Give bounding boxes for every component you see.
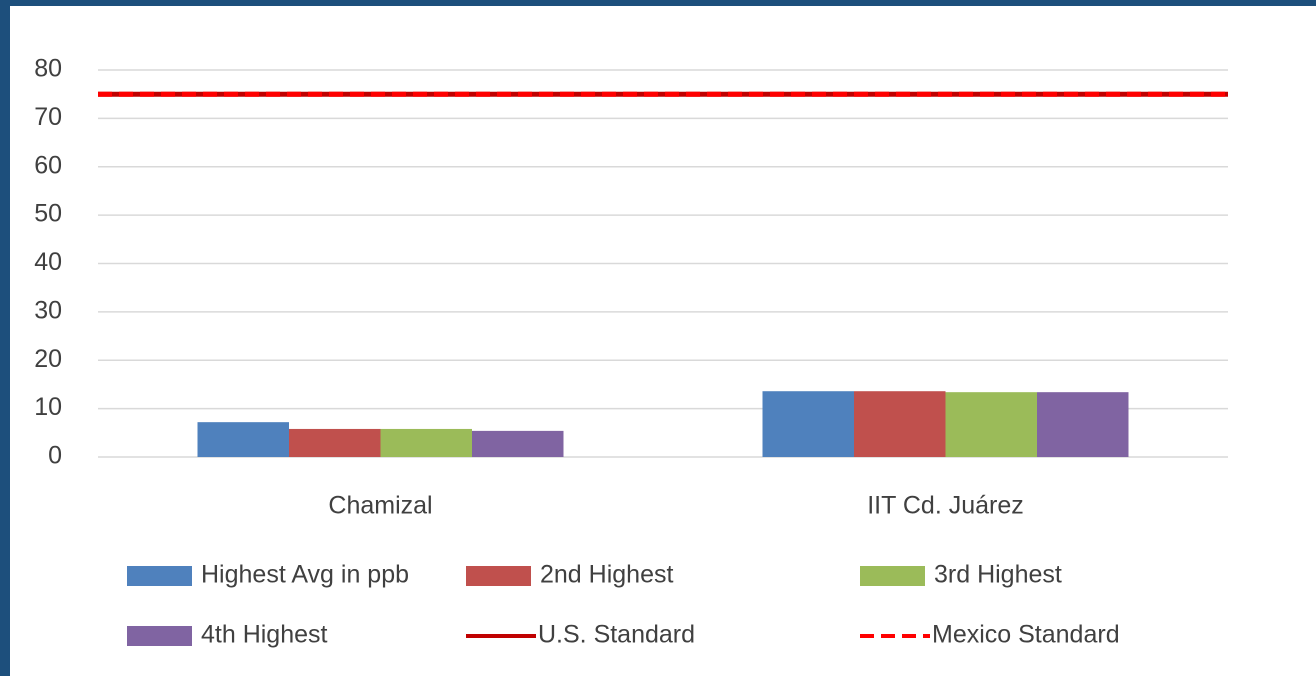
y-tick-label: 30	[34, 296, 62, 324]
y-tick-label: 40	[34, 248, 62, 276]
legend-swatch	[127, 626, 192, 646]
x-tick-label: Chamizal	[328, 492, 432, 520]
x-tick-label: IIT Cd. Juárez	[867, 492, 1024, 520]
bar	[762, 391, 854, 457]
bar	[854, 391, 946, 457]
legend-label: Highest Avg in ppb	[201, 561, 409, 589]
legend-swatch	[127, 566, 192, 586]
y-tick-label: 80	[34, 55, 62, 83]
y-tick-label: 10	[34, 393, 62, 421]
bar	[197, 422, 289, 457]
y-tick-label: 70	[34, 103, 62, 131]
legend-label: 2nd Highest	[540, 561, 673, 589]
bar	[472, 430, 564, 457]
y-tick-label: 0	[48, 442, 62, 470]
legend-label: U.S. Standard	[538, 621, 695, 649]
legend-swatch	[466, 566, 531, 586]
y-tick-label: 20	[34, 345, 62, 373]
bar	[380, 428, 472, 457]
y-tick-label: 50	[34, 200, 62, 228]
bar	[289, 428, 381, 457]
bar	[945, 392, 1037, 457]
bar	[1037, 392, 1129, 457]
legend-label: Mexico Standard	[932, 621, 1120, 649]
legend-label: 4th Highest	[201, 621, 328, 649]
y-tick-label: 60	[34, 151, 62, 179]
legend-swatch	[860, 566, 925, 586]
legend-label: 3rd Highest	[934, 561, 1062, 589]
